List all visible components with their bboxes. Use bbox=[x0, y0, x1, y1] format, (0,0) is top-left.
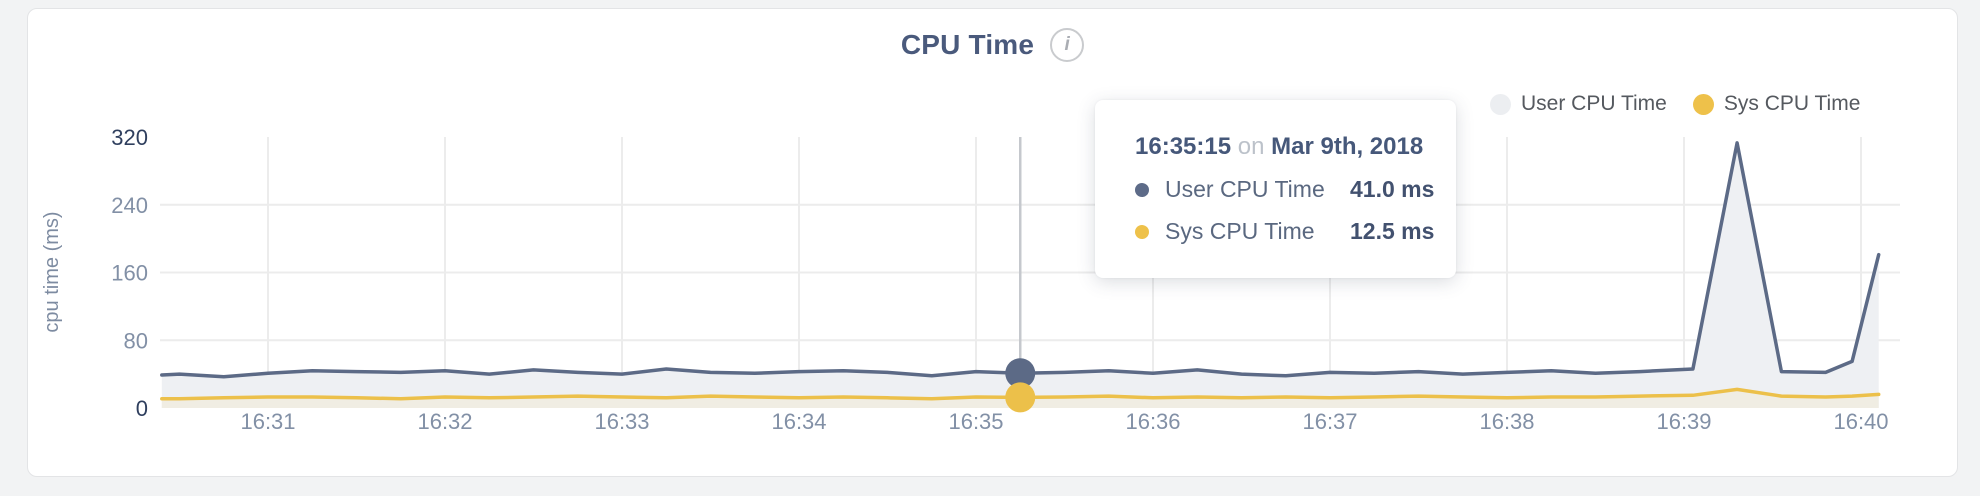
tooltip-dot-sys-icon bbox=[1135, 224, 1149, 239]
x-tick-label-16:37: 16:37 bbox=[1302, 409, 1357, 434]
tooltip-time: 16:35:15 bbox=[1135, 133, 1232, 160]
y-tick-label-80: 80 bbox=[124, 328, 148, 353]
x-tick-label-16:32: 16:32 bbox=[417, 409, 472, 434]
tooltip-value-sys: 12.5 ms bbox=[1350, 218, 1435, 244]
tooltip-connector: on bbox=[1237, 133, 1265, 160]
tooltip-dot-user-icon bbox=[1135, 182, 1149, 197]
x-tick-label-16:34: 16:34 bbox=[771, 409, 826, 434]
y-tick-label-0: 0 bbox=[136, 396, 148, 421]
y-tick-label-160: 160 bbox=[111, 261, 148, 286]
legend-item-sys-cpu[interactable]: Sys CPU Time bbox=[1692, 92, 1861, 116]
chart-title: CPU Time bbox=[900, 29, 1035, 60]
x-tick-label-16:39: 16:39 bbox=[1656, 409, 1711, 434]
legend-label-sys: Sys CPU Time bbox=[1723, 92, 1861, 115]
tooltip-value-user: 41.0 ms bbox=[1350, 176, 1435, 202]
chart-header: CPU Time i bbox=[27, 28, 1958, 62]
y-tick-label-320: 320 bbox=[111, 125, 148, 150]
tooltip-row-user: User CPU Time 41.0 ms bbox=[1135, 176, 1456, 203]
x-tick-label-16:33: 16:33 bbox=[594, 409, 649, 434]
legend-label-user: User CPU Time bbox=[1521, 92, 1667, 115]
y-axis-title: cpu time (ms) bbox=[41, 211, 63, 332]
chart-tooltip: 16:35:15 on Mar 9th, 2018 User CPU Time … bbox=[1095, 100, 1456, 278]
tooltip-row-sys: Sys CPU Time 12.5 ms bbox=[1135, 218, 1456, 245]
y-tick-label-240: 240 bbox=[111, 193, 148, 218]
info-icon[interactable]: i bbox=[1050, 28, 1085, 62]
legend-item-user-cpu[interactable]: User CPU Time bbox=[1490, 92, 1667, 116]
x-tick-label-16:31: 16:31 bbox=[240, 409, 295, 434]
tooltip-date: Mar 9th, 2018 bbox=[1271, 133, 1424, 160]
x-tick-label-16:40: 16:40 bbox=[1833, 409, 1888, 434]
x-tick-label-16:35: 16:35 bbox=[948, 409, 1003, 434]
tooltip-heading: 16:35:15 on Mar 9th, 2018 bbox=[1135, 133, 1456, 161]
legend-dot-user-icon bbox=[1490, 93, 1511, 115]
hover-dot-sys-cpu bbox=[1005, 382, 1036, 413]
area-user-cpu bbox=[161, 142, 1879, 408]
hover-dot-user-cpu bbox=[1005, 358, 1036, 389]
x-tick-label-16:36: 16:36 bbox=[1125, 409, 1180, 434]
x-tick-label-16:38: 16:38 bbox=[1479, 409, 1534, 434]
tooltip-label-sys: Sys CPU Time bbox=[1165, 218, 1315, 244]
legend: User CPU Time Sys CPU Time bbox=[1490, 92, 1860, 116]
legend-dot-sys-icon bbox=[1692, 93, 1714, 115]
tooltip-label-user: User CPU Time bbox=[1165, 176, 1325, 202]
